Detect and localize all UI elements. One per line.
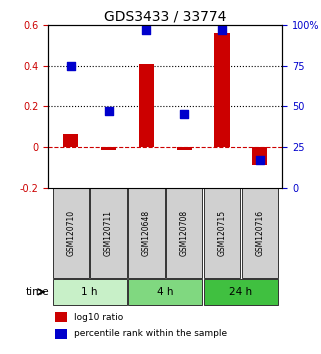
FancyBboxPatch shape [128, 188, 165, 278]
FancyBboxPatch shape [53, 188, 89, 278]
Bar [101, 147, 116, 149]
Bar [63, 135, 78, 147]
Text: time: time [25, 287, 49, 297]
Bar [177, 147, 192, 149]
Text: GSM120715: GSM120715 [218, 210, 227, 256]
FancyBboxPatch shape [166, 188, 202, 278]
Point [68, 63, 74, 68]
Point [182, 112, 187, 117]
Text: GSM120708: GSM120708 [180, 210, 189, 256]
Bar [55, 312, 67, 322]
Text: 1 h: 1 h [82, 287, 98, 297]
Text: log10 ratio: log10 ratio [74, 313, 123, 322]
Text: percentile rank within the sample: percentile rank within the sample [74, 329, 227, 338]
Bar [55, 329, 67, 339]
FancyBboxPatch shape [204, 279, 278, 305]
Text: 4 h: 4 h [157, 287, 174, 297]
Text: 24 h: 24 h [229, 287, 253, 297]
Point [220, 27, 225, 33]
Bar [252, 147, 267, 165]
Point [106, 108, 111, 114]
Point [144, 27, 149, 33]
FancyBboxPatch shape [53, 279, 127, 305]
FancyBboxPatch shape [204, 188, 240, 278]
Bar [139, 63, 154, 147]
Text: GSM120711: GSM120711 [104, 210, 113, 256]
Point [257, 157, 262, 163]
Text: GSM120710: GSM120710 [66, 210, 75, 256]
Text: GSM120648: GSM120648 [142, 210, 151, 256]
Title: GDS3433 / 33774: GDS3433 / 33774 [104, 10, 227, 24]
FancyBboxPatch shape [128, 279, 202, 305]
FancyBboxPatch shape [91, 188, 127, 278]
FancyBboxPatch shape [242, 188, 278, 278]
Bar [214, 33, 230, 147]
Text: GSM120716: GSM120716 [255, 210, 264, 256]
